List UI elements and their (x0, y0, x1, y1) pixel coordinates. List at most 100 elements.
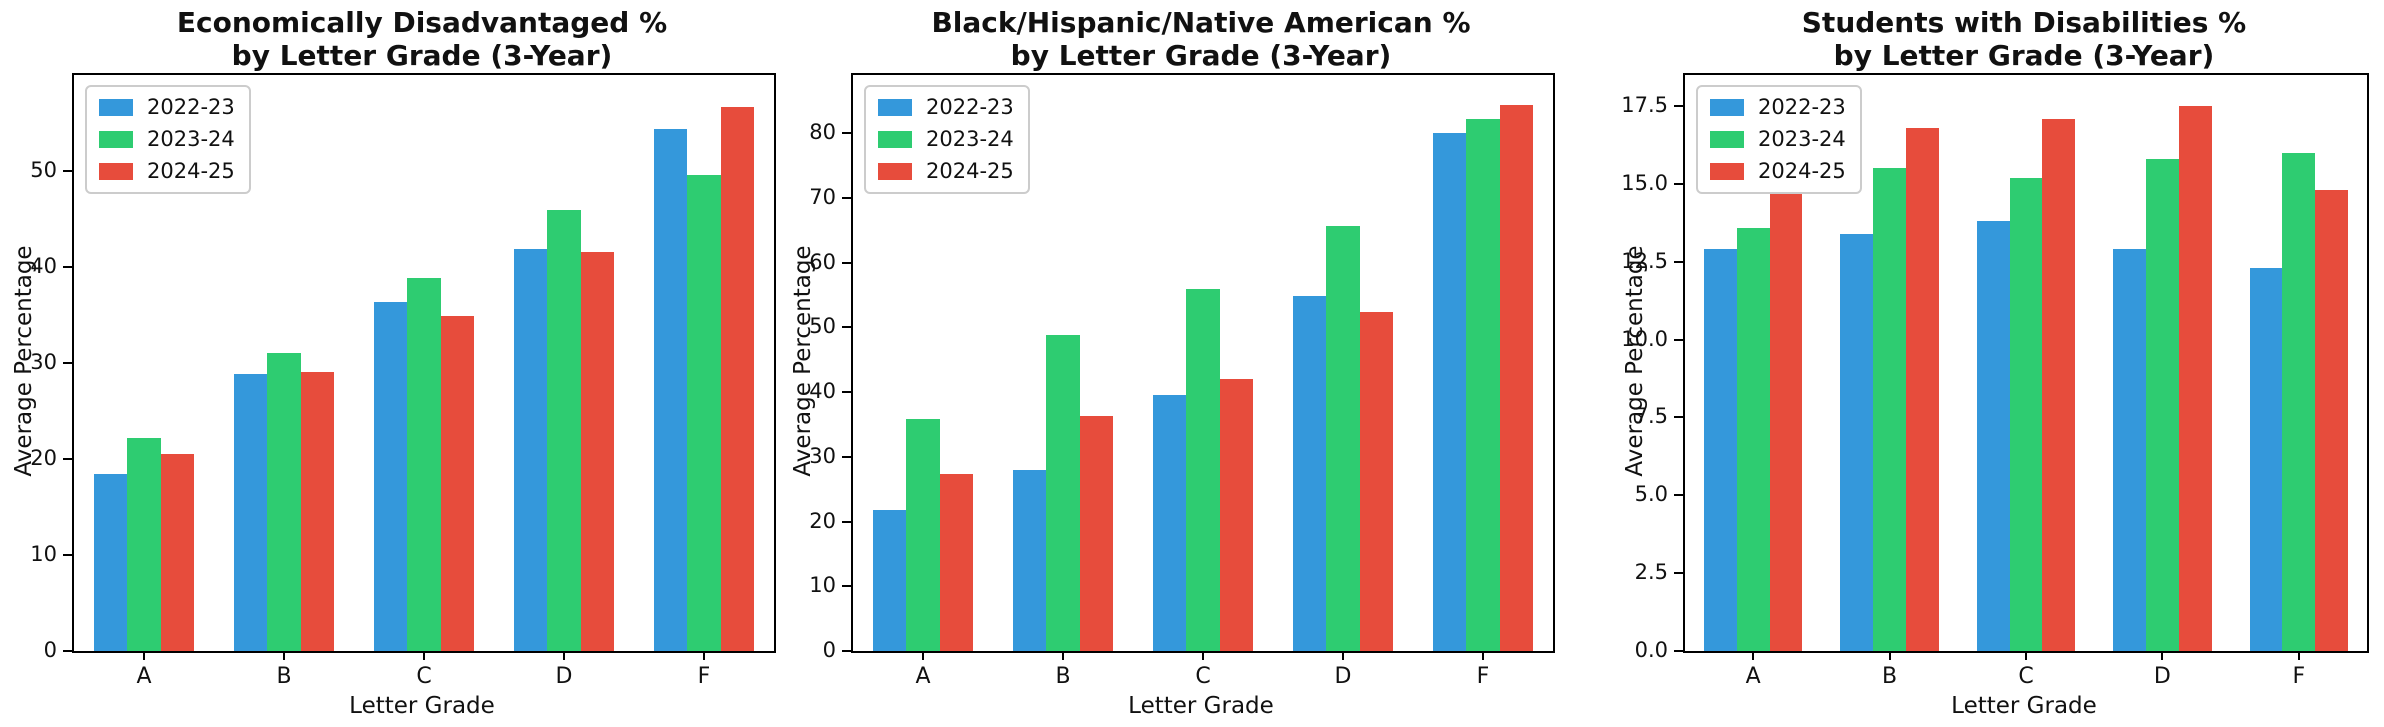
y-axis-label: Average Percentage (1622, 245, 1648, 477)
y-tick-mark (63, 554, 72, 556)
bar-2022-23-grade-C (1152, 395, 1187, 651)
y-tick-mark (842, 196, 851, 199)
bar-2022-23-grade-F (653, 128, 688, 651)
y-axis-label: Average Percentage (790, 245, 816, 477)
legend-item-2024-25: 2024-25 (99, 161, 235, 182)
bar-2022-23-grade-B (1840, 233, 1874, 651)
chart-title-line2: by Letter Grade (3-Year) (1010, 39, 1392, 72)
bar-2022-23-grade-A (1704, 249, 1737, 651)
chart-title: Black/Hispanic/Native American % by Lett… (851, 6, 1551, 72)
x-axis-label: Letter Grade (1951, 693, 2097, 719)
chart-title-line1: Students with Disabilities % (1801, 6, 2247, 39)
y-tick-label: 30 (30, 350, 57, 374)
y-tick-label: 7.5 (1634, 404, 1668, 429)
y-tick-label: 40 (30, 254, 57, 278)
legend-item-2024-25: 2024-25 (1710, 161, 1846, 182)
bar-2024-25-grade-F (2315, 190, 2348, 651)
y-tick-label: 80 (809, 120, 836, 145)
bar-2023-24-grade-F (2282, 152, 2316, 651)
y-tick-mark (1674, 572, 1683, 575)
y-tick-mark (63, 170, 72, 172)
bar-2024-25-grade-D (1359, 311, 1394, 651)
bar-2023-24-grade-F (1466, 119, 1500, 651)
y-tick-mark (842, 391, 851, 394)
chart-title-line1: Economically Disadvantaged % (176, 6, 668, 39)
y-tick-label: 2.5 (1634, 560, 1668, 585)
bar-2024-25-grade-D (2178, 106, 2212, 651)
y-tick-mark (1674, 182, 1683, 185)
legend-label: 2024-25 (926, 159, 1014, 183)
x-axis-label: Letter Grade (349, 693, 495, 719)
legend-label: 2023-24 (1758, 127, 1846, 151)
y-tick-label: 20 (30, 446, 57, 470)
bar-2023-24-grade-A (1736, 227, 1770, 651)
x-tick-mark (1062, 651, 1064, 660)
bar-2022-23-grade-C (373, 301, 408, 651)
plot-area: 0.0 2.5 5.0 7.5 10.0 12.5 15.0 17.5 A B C D F 2022-23… (1621, 73, 2369, 689)
bar-2024-25-grade-C (1219, 379, 1254, 651)
legend-label: 2024-25 (1758, 159, 1846, 183)
y-tick-mark (63, 458, 72, 460)
bar-2024-25-grade-F (1499, 104, 1534, 651)
legend-item-2024-25: 2024-25 (878, 161, 1014, 182)
x-tick-label: C (1195, 664, 1211, 689)
y-tick-mark (842, 261, 851, 264)
y-tick-mark (63, 362, 72, 364)
chart-title: Economically Disadvantaged % by Letter G… (72, 6, 772, 72)
y-tick-label: 0.0 (1634, 638, 1668, 662)
x-tick-mark (1752, 651, 1755, 660)
x-tick-mark (2297, 651, 2300, 660)
bar-2022-23-grade-F (2249, 268, 2283, 651)
x-tick-label: B (1055, 664, 1071, 689)
plot-area: 0 10 20 30 40 50 A B C D F 2022-23 2023-24 2024-25 (30, 73, 776, 689)
legend-swatch (878, 163, 912, 180)
y-tick-label: 0 (822, 638, 836, 662)
bar-2023-24-grade-D (547, 210, 581, 651)
bar-2024-25-grade-C (440, 315, 475, 651)
bar-2024-25-grade-B (1905, 127, 1939, 651)
chart-black-hispanic-native-american: Black/Hispanic/Native American % by Lett… (790, 0, 1590, 727)
bar-2023-24-grade-C (407, 277, 441, 651)
y-tick-label: 50 (809, 314, 836, 339)
y-tick-label: 5.0 (1634, 482, 1668, 507)
x-tick-mark (1342, 651, 1344, 660)
bar-2022-23-grade-D (513, 248, 548, 651)
x-tick-label: B (1882, 664, 1898, 689)
legend-swatch (99, 163, 133, 180)
bar-2022-23-grade-D (1292, 295, 1327, 651)
legend-swatch (878, 131, 912, 148)
y-tick-label: 60 (809, 249, 836, 274)
y-tick-mark (842, 326, 851, 329)
bar-2024-25-grade-A (1769, 187, 1803, 651)
y-tick-label: 15.0 (1621, 170, 1668, 195)
x-tick-label: A (915, 664, 931, 689)
legend-label: 2023-24 (926, 127, 1014, 151)
y-tick-mark (842, 520, 851, 523)
y-tick-mark (1674, 260, 1683, 263)
x-tick-label: F (2292, 664, 2306, 689)
x-tick-label: D (1334, 664, 1352, 689)
x-tick-label: D (555, 664, 573, 689)
bar-2023-24-grade-A (906, 419, 940, 651)
bar-2023-24-grade-B (1873, 168, 1906, 651)
legend-item-2022-23: 2022-23 (99, 97, 235, 118)
y-tick-label: 12.5 (1621, 248, 1668, 273)
x-tick-mark (2025, 651, 2027, 660)
bar-2024-25-grade-B (300, 371, 335, 651)
legend-label: 2022-23 (926, 95, 1014, 119)
legend-swatch (1710, 163, 1744, 180)
y-tick-mark (842, 132, 851, 135)
y-tick-label: 17.5 (1621, 93, 1668, 118)
chart-title-line1: Black/Hispanic/Native American % (931, 6, 1471, 39)
bar-2022-23-grade-C (1976, 221, 2010, 651)
y-tick-mark (63, 266, 72, 268)
legend-item-2022-23: 2022-23 (878, 97, 1014, 118)
y-tick-mark (842, 650, 851, 652)
x-tick-mark (563, 651, 565, 660)
x-tick-mark (2161, 651, 2164, 660)
chart-students-with-disabilities: Students with Disabilities % by Letter G… (1590, 0, 2384, 727)
x-tick-label: F (1476, 664, 1490, 689)
chart-title-line2: by Letter Grade (3-Year) (231, 39, 613, 72)
x-axis-label: Letter Grade (1128, 693, 1274, 719)
